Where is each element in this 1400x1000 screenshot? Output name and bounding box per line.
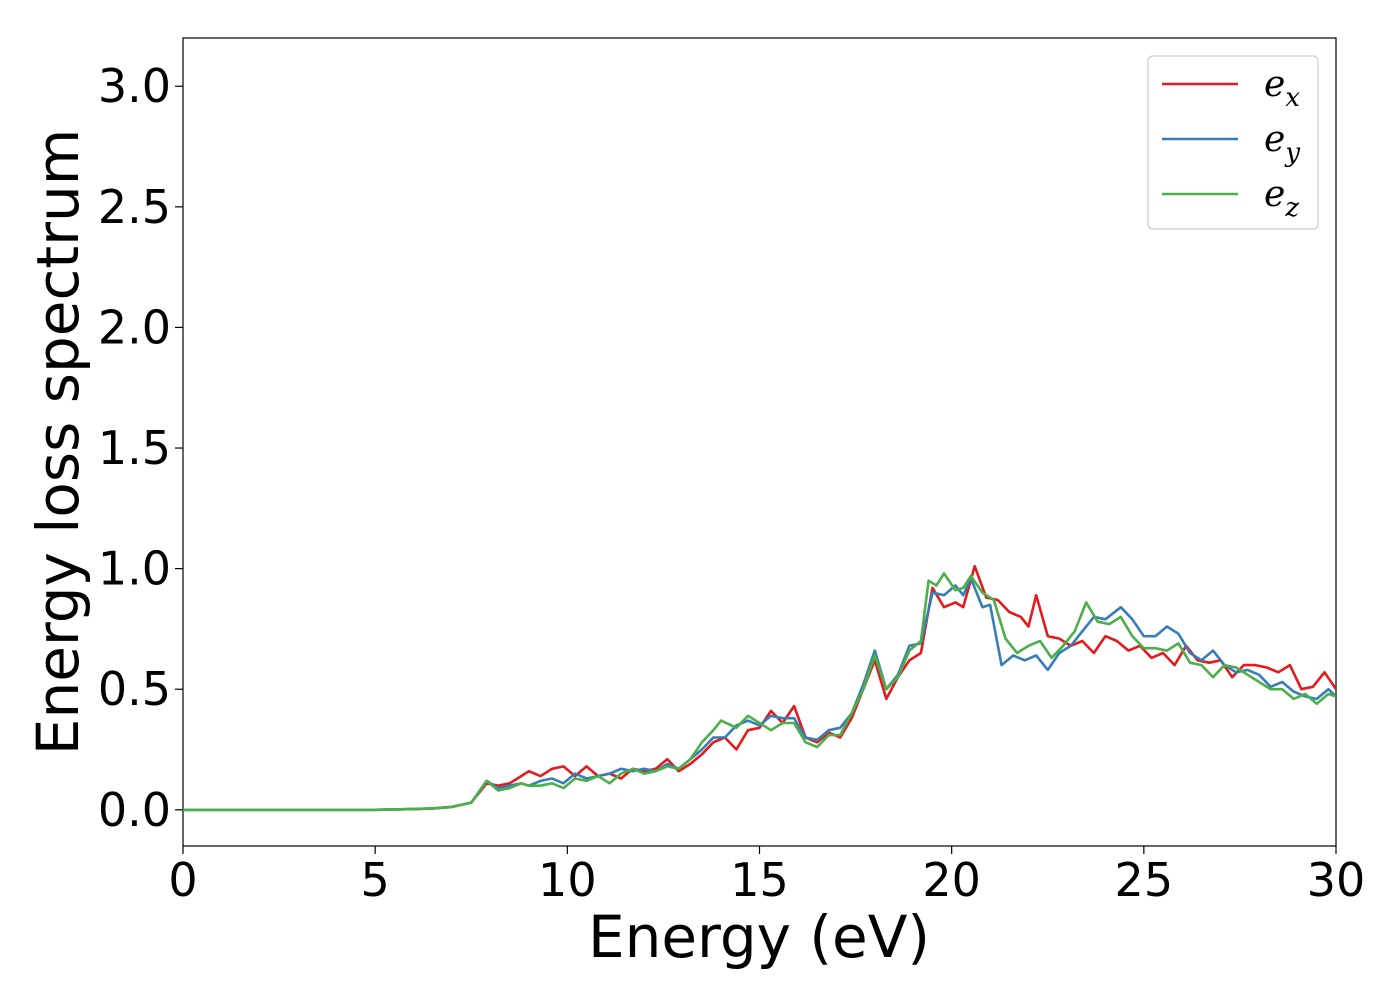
legend-label-base: e <box>1264 174 1285 215</box>
x-tick-label: 5 <box>361 853 390 907</box>
series-line-e-x <box>183 564 1336 812</box>
x-tick-label: 0 <box>168 853 197 907</box>
y-tick-label: 1.5 <box>98 421 171 475</box>
legend-label-subscript: x <box>1285 83 1300 113</box>
legend-label-base: e <box>1264 119 1285 160</box>
legend-label-base: e <box>1264 64 1285 105</box>
x-tick-label: 20 <box>922 853 981 907</box>
legend-label: ey <box>1264 119 1300 168</box>
x-tick-label: 10 <box>538 853 597 907</box>
y-tick-label: 0.0 <box>98 783 171 837</box>
x-tick-label: 25 <box>1115 853 1174 907</box>
y-tick-label: 0.5 <box>98 662 171 716</box>
x-axis-label: Energy (eV) <box>588 903 930 971</box>
series-line-e-y <box>183 577 1336 812</box>
legend-label-subscript: y <box>1284 138 1300 168</box>
series-layer <box>183 564 1336 812</box>
x-tick-label: 15 <box>730 853 789 907</box>
legend-box <box>1147 55 1319 230</box>
y-tick-label: 3.0 <box>98 59 171 113</box>
legend-label: ez <box>1264 174 1299 223</box>
y-tick-label: 2.0 <box>98 300 171 354</box>
y-tick-label: 2.5 <box>98 180 171 234</box>
legend-label: ex <box>1264 64 1300 113</box>
legend-label-subscript: z <box>1284 193 1299 223</box>
y-axis-label: Energy loss spectrum <box>24 129 92 755</box>
series-line-e-z <box>183 572 1336 812</box>
x-tick-label: 30 <box>1307 853 1366 907</box>
y-tick-label: 1.0 <box>98 542 171 596</box>
y-axis: 0.0 0.5 1.0 1.5 2.0 2.5 3.0 <box>98 59 183 837</box>
x-axis: 0 5 10 15 20 25 30 <box>168 846 1365 907</box>
